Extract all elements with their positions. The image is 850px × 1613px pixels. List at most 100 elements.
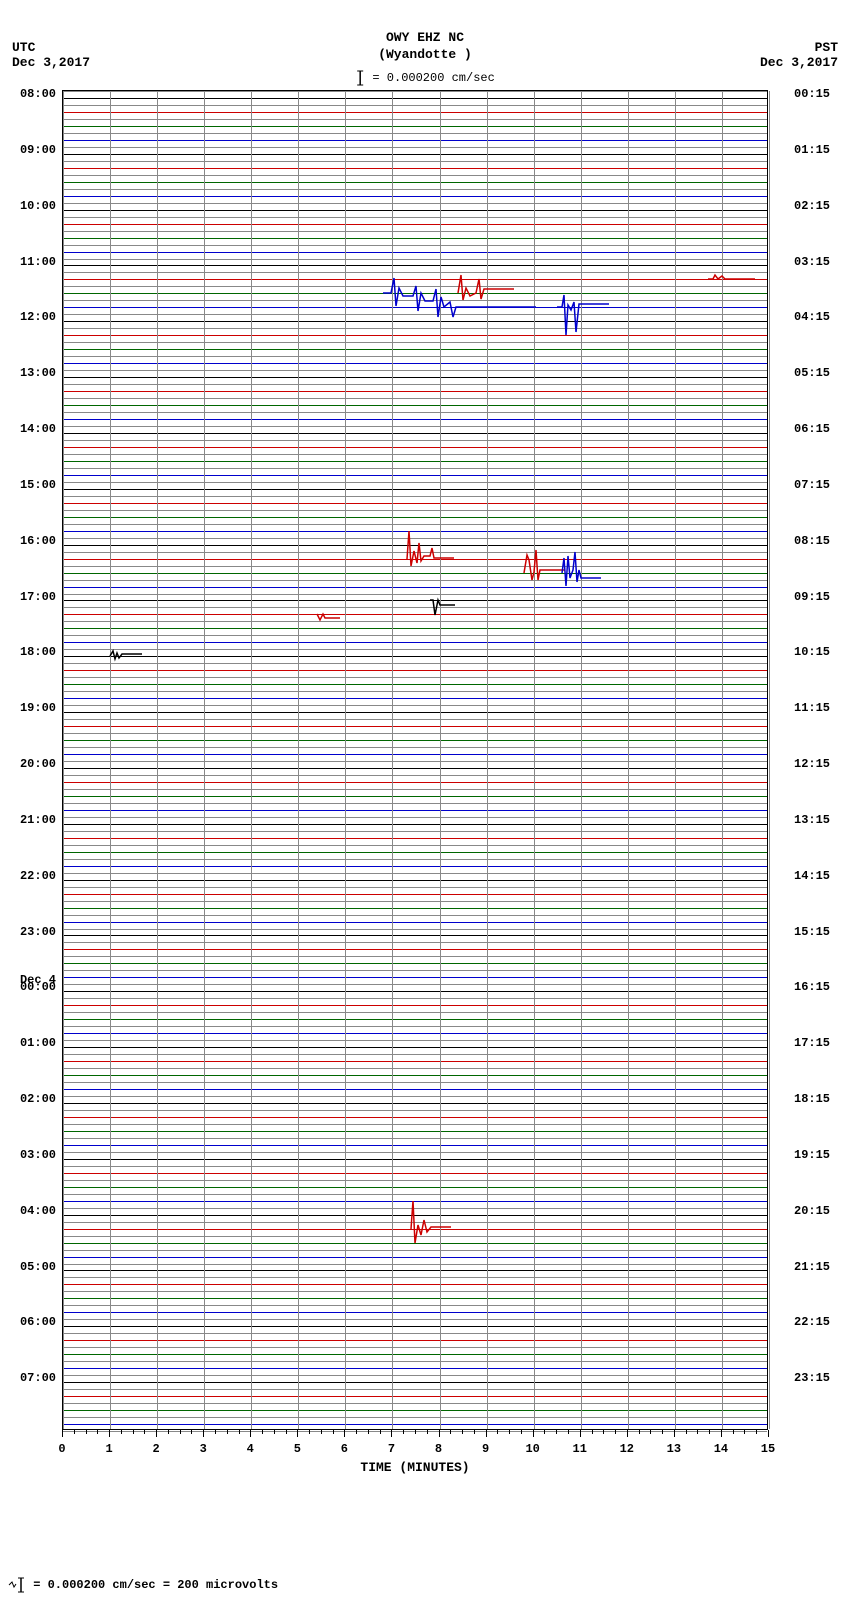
trace-row [63, 740, 767, 741]
trace-row [63, 154, 767, 155]
trace-row [63, 419, 767, 420]
trace-row [63, 238, 767, 239]
left-hour-label: 11:00 [20, 255, 56, 269]
right-hour-label: 03:15 [794, 255, 830, 269]
trace-row [63, 1117, 767, 1118]
trace-row [63, 531, 767, 532]
x-tick-label: 0 [58, 1442, 65, 1456]
trace-row [63, 824, 767, 825]
tz-left-block: UTC Dec 3,2017 [12, 40, 90, 70]
right-hour-label: 02:15 [794, 199, 830, 213]
trace-row [63, 1257, 767, 1258]
footer-text: = 0.000200 cm/sec = 200 microvolts [33, 1578, 278, 1592]
trace-row [63, 963, 767, 964]
trace-row [63, 461, 767, 462]
left-hour-label: 12:00 [20, 310, 56, 324]
left-hour-label: 05:00 [20, 1260, 56, 1274]
trace-row [63, 126, 767, 127]
trace-row [63, 1019, 767, 1020]
right-hour-label: 15:15 [794, 925, 830, 939]
right-hour-label: 00:15 [794, 87, 830, 101]
trace-row [63, 391, 767, 392]
left-hour-label: 08:00 [20, 87, 56, 101]
right-hour-label: 13:15 [794, 813, 830, 827]
trace-row [63, 1033, 767, 1034]
trace-row [63, 196, 767, 197]
trace-row [63, 140, 767, 141]
x-tick-label: 9 [482, 1442, 489, 1456]
trace-row [63, 489, 767, 490]
trace-row [63, 977, 767, 978]
trace-row [63, 573, 767, 574]
x-tick-label: 6 [341, 1442, 348, 1456]
trace-row [63, 1410, 767, 1411]
left-hour-label: 09:00 [20, 143, 56, 157]
trace-row [63, 922, 767, 923]
left-hour-label: 02:00 [20, 1092, 56, 1106]
trace-row [63, 503, 767, 504]
x-tick-label: 1 [105, 1442, 112, 1456]
trace-row [63, 475, 767, 476]
left-hour-label: 19:00 [20, 701, 56, 715]
trace-row [63, 98, 767, 99]
trace-row [63, 894, 767, 895]
right-hour-label: 18:15 [794, 1092, 830, 1106]
trace-row [63, 433, 767, 434]
trace-row [63, 600, 767, 601]
trace-row [63, 1340, 767, 1341]
trace-row [63, 447, 767, 448]
x-tick-label: 14 [714, 1442, 728, 1456]
left-hour-label: 22:00 [20, 869, 56, 883]
trace-row [63, 642, 767, 643]
header: OWY EHZ NC (Wyandotte ) = 0.000200 cm/se… [0, 0, 850, 85]
x-tick-label: 8 [435, 1442, 442, 1456]
right-hour-label: 07:15 [794, 478, 830, 492]
x-axis: TIME (MINUTES) 0123456789101112131415 [62, 1430, 768, 1480]
trace-row [63, 335, 767, 336]
trace-row [63, 1215, 767, 1216]
trace-row [63, 1368, 767, 1369]
trace-row [63, 1103, 767, 1104]
scale-indicator: = 0.000200 cm/sec [355, 70, 495, 86]
left-hour-label: 07:00 [20, 1371, 56, 1385]
trace-row [63, 684, 767, 685]
trace-row [63, 1382, 767, 1383]
trace-row [63, 1187, 767, 1188]
trace-row [63, 1061, 767, 1062]
footer-scale: = 0.000200 cm/sec = 200 microvolts [8, 1577, 278, 1593]
trace-row [63, 908, 767, 909]
right-hour-label: 06:15 [794, 422, 830, 436]
tz-left-label: UTC [12, 40, 90, 55]
trace-row [63, 712, 767, 713]
trace-row [63, 349, 767, 350]
trace-row [63, 796, 767, 797]
trace-row [63, 1424, 767, 1425]
right-hour-label: 23:15 [794, 1371, 830, 1385]
x-tick-label: 11 [573, 1442, 587, 1456]
trace-row [63, 210, 767, 211]
x-tick-label: 5 [294, 1442, 301, 1456]
right-hour-label: 12:15 [794, 757, 830, 771]
trace-row [63, 852, 767, 853]
x-tick-label: 13 [667, 1442, 681, 1456]
left-hour-label: 16:00 [20, 534, 56, 548]
trace-row [63, 1312, 767, 1313]
station-code: OWY EHZ NC [355, 30, 495, 47]
trace-row [63, 321, 767, 322]
trace-row [63, 880, 767, 881]
left-hour-label: 23:00 [20, 925, 56, 939]
trace-row [63, 1131, 767, 1132]
trace-row [63, 698, 767, 699]
left-hour-label: 00:00 [20, 980, 56, 994]
x-axis-title: TIME (MINUTES) [360, 1460, 469, 1475]
right-hour-label: 01:15 [794, 143, 830, 157]
trace-row [63, 1075, 767, 1076]
trace-row [63, 587, 767, 588]
trace-row [63, 726, 767, 727]
left-hour-label: 04:00 [20, 1204, 56, 1218]
left-hour-label: 14:00 [20, 422, 56, 436]
x-tick-label: 4 [247, 1442, 254, 1456]
right-hour-label: 05:15 [794, 366, 830, 380]
trace-row [63, 754, 767, 755]
trace-row [63, 810, 767, 811]
